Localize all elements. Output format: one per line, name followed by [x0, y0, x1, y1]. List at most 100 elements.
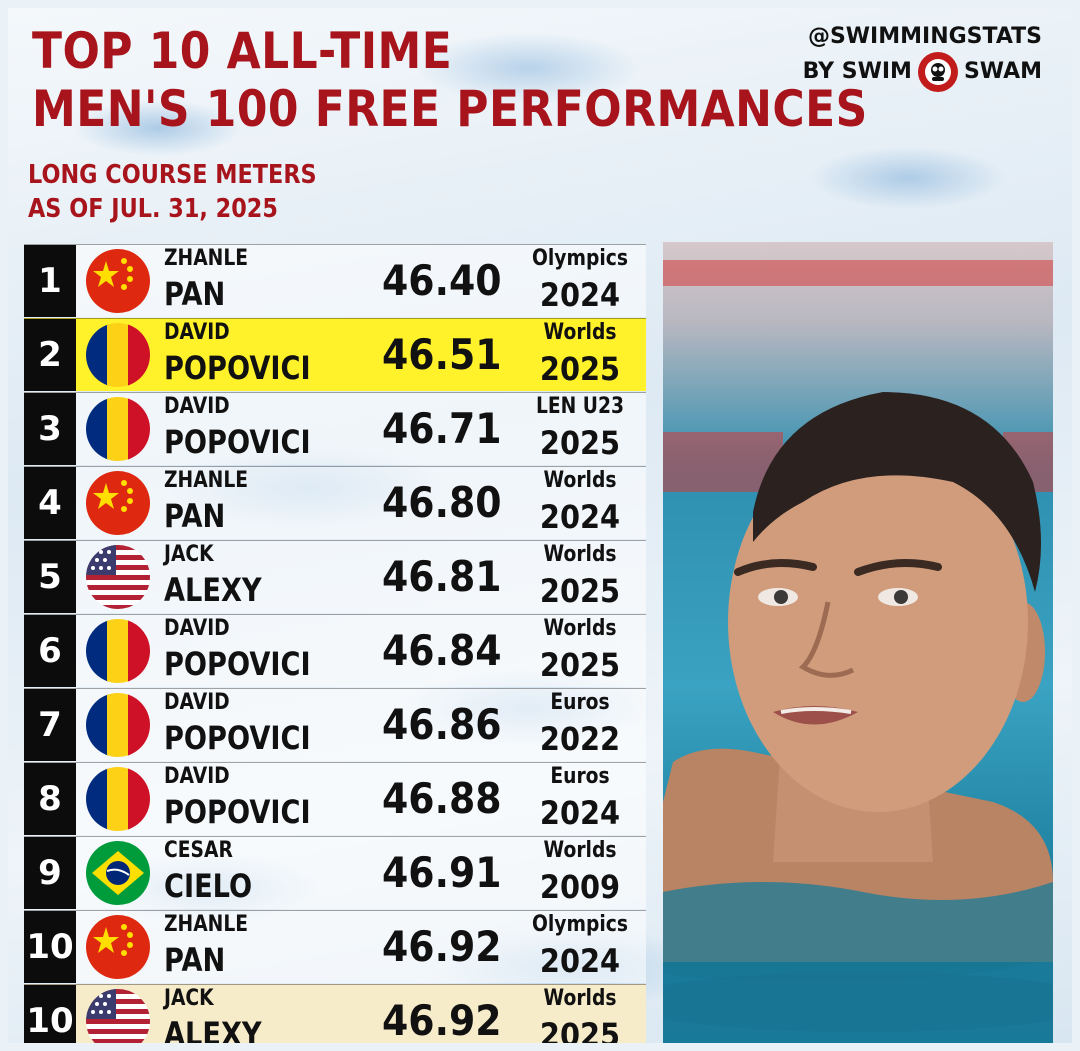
table-row: 3 DAVID POPOVICI 46.71 LEN U23 2025	[24, 392, 646, 465]
rank-number: 3	[24, 393, 76, 465]
china-flag-icon	[86, 915, 150, 979]
swim-time: 46.51	[382, 330, 502, 379]
swimmer-last-name: POPOVICI	[164, 793, 311, 831]
swimmer-last-name: PAN	[164, 497, 226, 535]
swimmer-first-name: DAVID	[164, 690, 230, 715]
rank-number: 8	[24, 763, 76, 835]
swimmer-first-name: ZHANLE	[164, 246, 249, 271]
swimmer-first-name: JACK	[164, 542, 214, 567]
subtitle-course: LONG COURSE METERS	[28, 160, 317, 190]
credit-brand: SWAM	[963, 59, 1042, 84]
rank-number: 4	[24, 467, 76, 539]
swim-time: 46.86	[382, 700, 502, 749]
swimmer-first-name: DAVID	[164, 616, 230, 641]
subtitle: LONG COURSE METERS AS OF JUL. 31, 2025	[28, 158, 317, 226]
subtitle-date: AS OF JUL. 31, 2025	[28, 194, 278, 224]
swimmer-last-name: ALEXY	[164, 1015, 262, 1043]
meet-name: Euros	[550, 690, 610, 715]
rank-number: 6	[24, 615, 76, 687]
table-row: 7 DAVID POPOVICI 46.86 Euros 2022	[24, 688, 646, 761]
romania-flag-icon	[86, 693, 150, 757]
swimmer-last-name: POPOVICI	[164, 645, 311, 683]
swimmer-first-name: DAVID	[164, 394, 230, 419]
rank-number: 1	[24, 245, 76, 317]
rank-number: 9	[24, 837, 76, 909]
swimmer-first-name: DAVID	[164, 764, 230, 789]
credit-by: BY SWIM	[802, 59, 912, 84]
swimmer-first-name: CESAR	[164, 838, 233, 863]
table-row: 6 DAVID POPOVICI 46.84 Worlds 2025	[24, 614, 646, 687]
page-title: TOP 10 ALL-TIME MEN'S 100 FREE PERFORMAN…	[32, 22, 868, 138]
swimmer-first-name: DAVID	[164, 320, 230, 345]
swim-time: 46.81	[382, 552, 502, 601]
meet-name: Worlds	[543, 986, 617, 1011]
meet-year: 2024	[539, 794, 621, 832]
meet-year: 2024	[539, 942, 621, 980]
swim-time: 46.91	[382, 848, 502, 897]
usa-flag-icon	[86, 545, 150, 609]
rank-number: 10	[24, 985, 76, 1043]
swim-time: 46.71	[382, 404, 502, 453]
romania-flag-icon	[86, 767, 150, 831]
meet-name: Worlds	[543, 838, 617, 863]
meet-name: LEN U23	[535, 394, 625, 419]
meet-name: Euros	[550, 764, 610, 789]
credit-handle: @SWIMMINGSTATS	[807, 24, 1042, 49]
china-flag-icon	[86, 249, 150, 313]
swim-time: 46.84	[382, 626, 502, 675]
rank-number: 10	[24, 911, 76, 983]
rankings-table: 1 ZHANLE PAN 46.40 Olympics 2024 2 DAVID POPOVIC…	[24, 244, 646, 1043]
china-flag-icon	[86, 471, 150, 535]
swim-time: 46.40	[382, 256, 502, 305]
swimmer-first-name: ZHANLE	[164, 912, 249, 937]
meet-year: 2025	[539, 572, 621, 610]
credit-brand-line: BY SWIM SWAM	[803, 52, 1042, 92]
swimmer-first-name: ZHANLE	[164, 468, 249, 493]
credit-block: @SWIMMINGSTATS BY SWIM SWAM	[803, 22, 1042, 92]
swimmer-portrait-icon	[663, 260, 1053, 1043]
rank-number: 5	[24, 541, 76, 613]
meet-year: 2024	[539, 498, 621, 536]
swimmer-last-name: POPOVICI	[164, 349, 311, 387]
table-row: 5 JACK ALEXY 46.81 Worlds 2025	[24, 540, 646, 613]
meet-year: 2009	[539, 868, 621, 906]
swimmer-last-name: POPOVICI	[164, 719, 311, 757]
swimmer-last-name: POPOVICI	[164, 423, 311, 461]
rank-number: 7	[24, 689, 76, 761]
meet-year: 2025	[539, 350, 621, 388]
title-line-2: MEN'S 100 FREE PERFORMANCES	[32, 80, 868, 138]
meet-name: Worlds	[543, 542, 617, 567]
meet-name: Olympics	[532, 246, 628, 271]
swim-time: 46.92	[382, 922, 502, 971]
table-row: 9 CESAR CIELO 46.91 Worlds 2009	[24, 836, 646, 909]
meet-name: Olympics	[532, 912, 628, 937]
title-line-1: TOP 10 ALL-TIME	[32, 22, 453, 80]
swim-time: 46.92	[382, 996, 502, 1043]
swim-time: 46.88	[382, 774, 502, 823]
meet-year: 2025	[539, 646, 621, 684]
swimmer-last-name: PAN	[164, 275, 226, 313]
swimmer-last-name: CIELO	[164, 867, 253, 905]
meet-name: Worlds	[543, 320, 617, 345]
swimmer-last-name: PAN	[164, 941, 226, 979]
romania-flag-icon	[86, 323, 150, 387]
swimmer-first-name: JACK	[164, 986, 214, 1011]
meet-name: Worlds	[543, 468, 617, 493]
table-row: 10 JACK ALEXY 46.92 Worlds 2025	[24, 984, 646, 1043]
meet-name: Worlds	[543, 616, 617, 641]
usa-flag-icon	[86, 989, 150, 1043]
rank-number: 2	[24, 319, 76, 391]
table-row: 2 DAVID POPOVICI 46.51 Worlds 2025	[24, 318, 646, 391]
table-row: 1 ZHANLE PAN 46.40 Olympics 2024	[24, 244, 646, 317]
swimmer-photo	[663, 242, 1053, 1043]
table-row: 4 ZHANLE PAN 46.80 Worlds 2024	[24, 466, 646, 539]
swimswam-logo-icon	[917, 52, 958, 92]
meet-year: 2022	[539, 720, 621, 758]
meet-year: 2024	[539, 276, 621, 314]
swimmer-last-name: ALEXY	[164, 571, 262, 609]
brazil-flag-icon	[86, 841, 150, 905]
table-row: 10 ZHANLE PAN 46.92 Olympics 2024	[24, 910, 646, 983]
romania-flag-icon	[86, 619, 150, 683]
table-row: 8 DAVID POPOVICI 46.88 Euros 2024	[24, 762, 646, 835]
meet-year: 2025	[539, 1016, 621, 1043]
